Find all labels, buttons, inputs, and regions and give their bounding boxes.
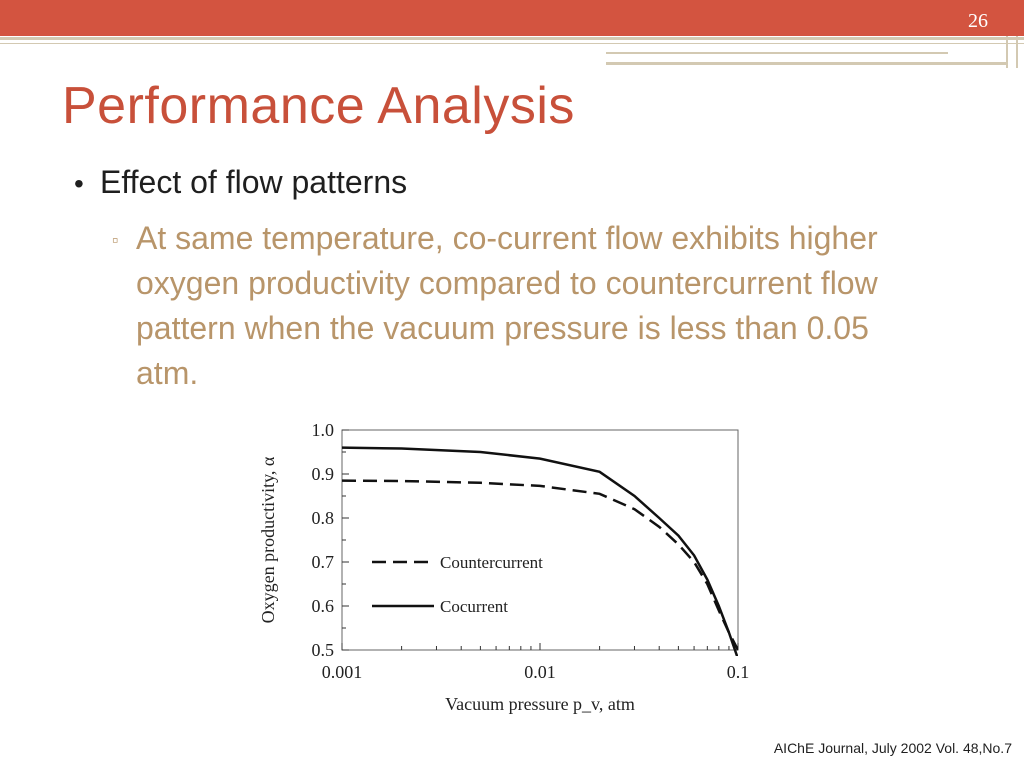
- legend-label-countercurrent: Countercurrent: [440, 553, 543, 572]
- y-tick-label: 1.0: [312, 420, 335, 440]
- y-tick-label: 0.5: [312, 640, 335, 660]
- series-line-cocurrent: [342, 446, 738, 656]
- decorative-rule: [1006, 36, 1008, 68]
- sub-bullet-square-icon: ▫: [112, 230, 119, 250]
- x-axis-label: Vacuum pressure p_v, atm: [445, 694, 635, 714]
- plot-frame: [341, 429, 739, 651]
- oxygen-productivity-chart: 0.5 0.6 0.7 0.8 0.9 1.0 0.001 0.01 0.1 Vacuum pre…: [250, 412, 770, 737]
- citation: AIChE Journal, July 2002 Vol. 48,No.7: [773, 740, 1012, 756]
- decorative-rule: [1016, 36, 1018, 68]
- bullet-text: Effect of flow patterns: [100, 164, 408, 200]
- slide-title: Performance Analysis: [62, 77, 575, 135]
- x-tick-label: 0.01: [524, 662, 556, 682]
- y-tick-label: 0.8: [312, 508, 335, 528]
- decorative-rule: [0, 43, 1024, 44]
- y-axis-label: Oxygen productivity, α: [258, 456, 278, 623]
- decorative-rule: [0, 37, 1024, 40]
- sub-bullet-text: At same temperature, co-current flow exh…: [136, 220, 878, 391]
- decorative-rule: [606, 62, 1006, 65]
- decorative-rule: [606, 52, 948, 54]
- legend-label-cocurrent: Cocurrent: [440, 597, 508, 616]
- sub-bullet-item: ▫ At same temperature, co-current flow e…: [112, 216, 902, 396]
- x-tick-label: 0.001: [322, 662, 363, 682]
- bullet-item: • Effect of flow patterns: [74, 164, 407, 201]
- x-tick-label: 0.1: [727, 662, 750, 682]
- y-tick-label: 0.9: [312, 464, 335, 484]
- y-tick-label: 0.7: [312, 552, 335, 572]
- chart-svg: 0.5 0.6 0.7 0.8 0.9 1.0 0.001 0.01 0.1 Vacuum pre…: [258, 420, 750, 714]
- slide-number: 26: [968, 10, 988, 32]
- top-accent-bar: [0, 0, 1024, 36]
- series-line-countercurrent: [342, 479, 738, 651]
- y-tick-label: 0.6: [312, 596, 335, 616]
- bullet-dot-icon: •: [74, 168, 84, 199]
